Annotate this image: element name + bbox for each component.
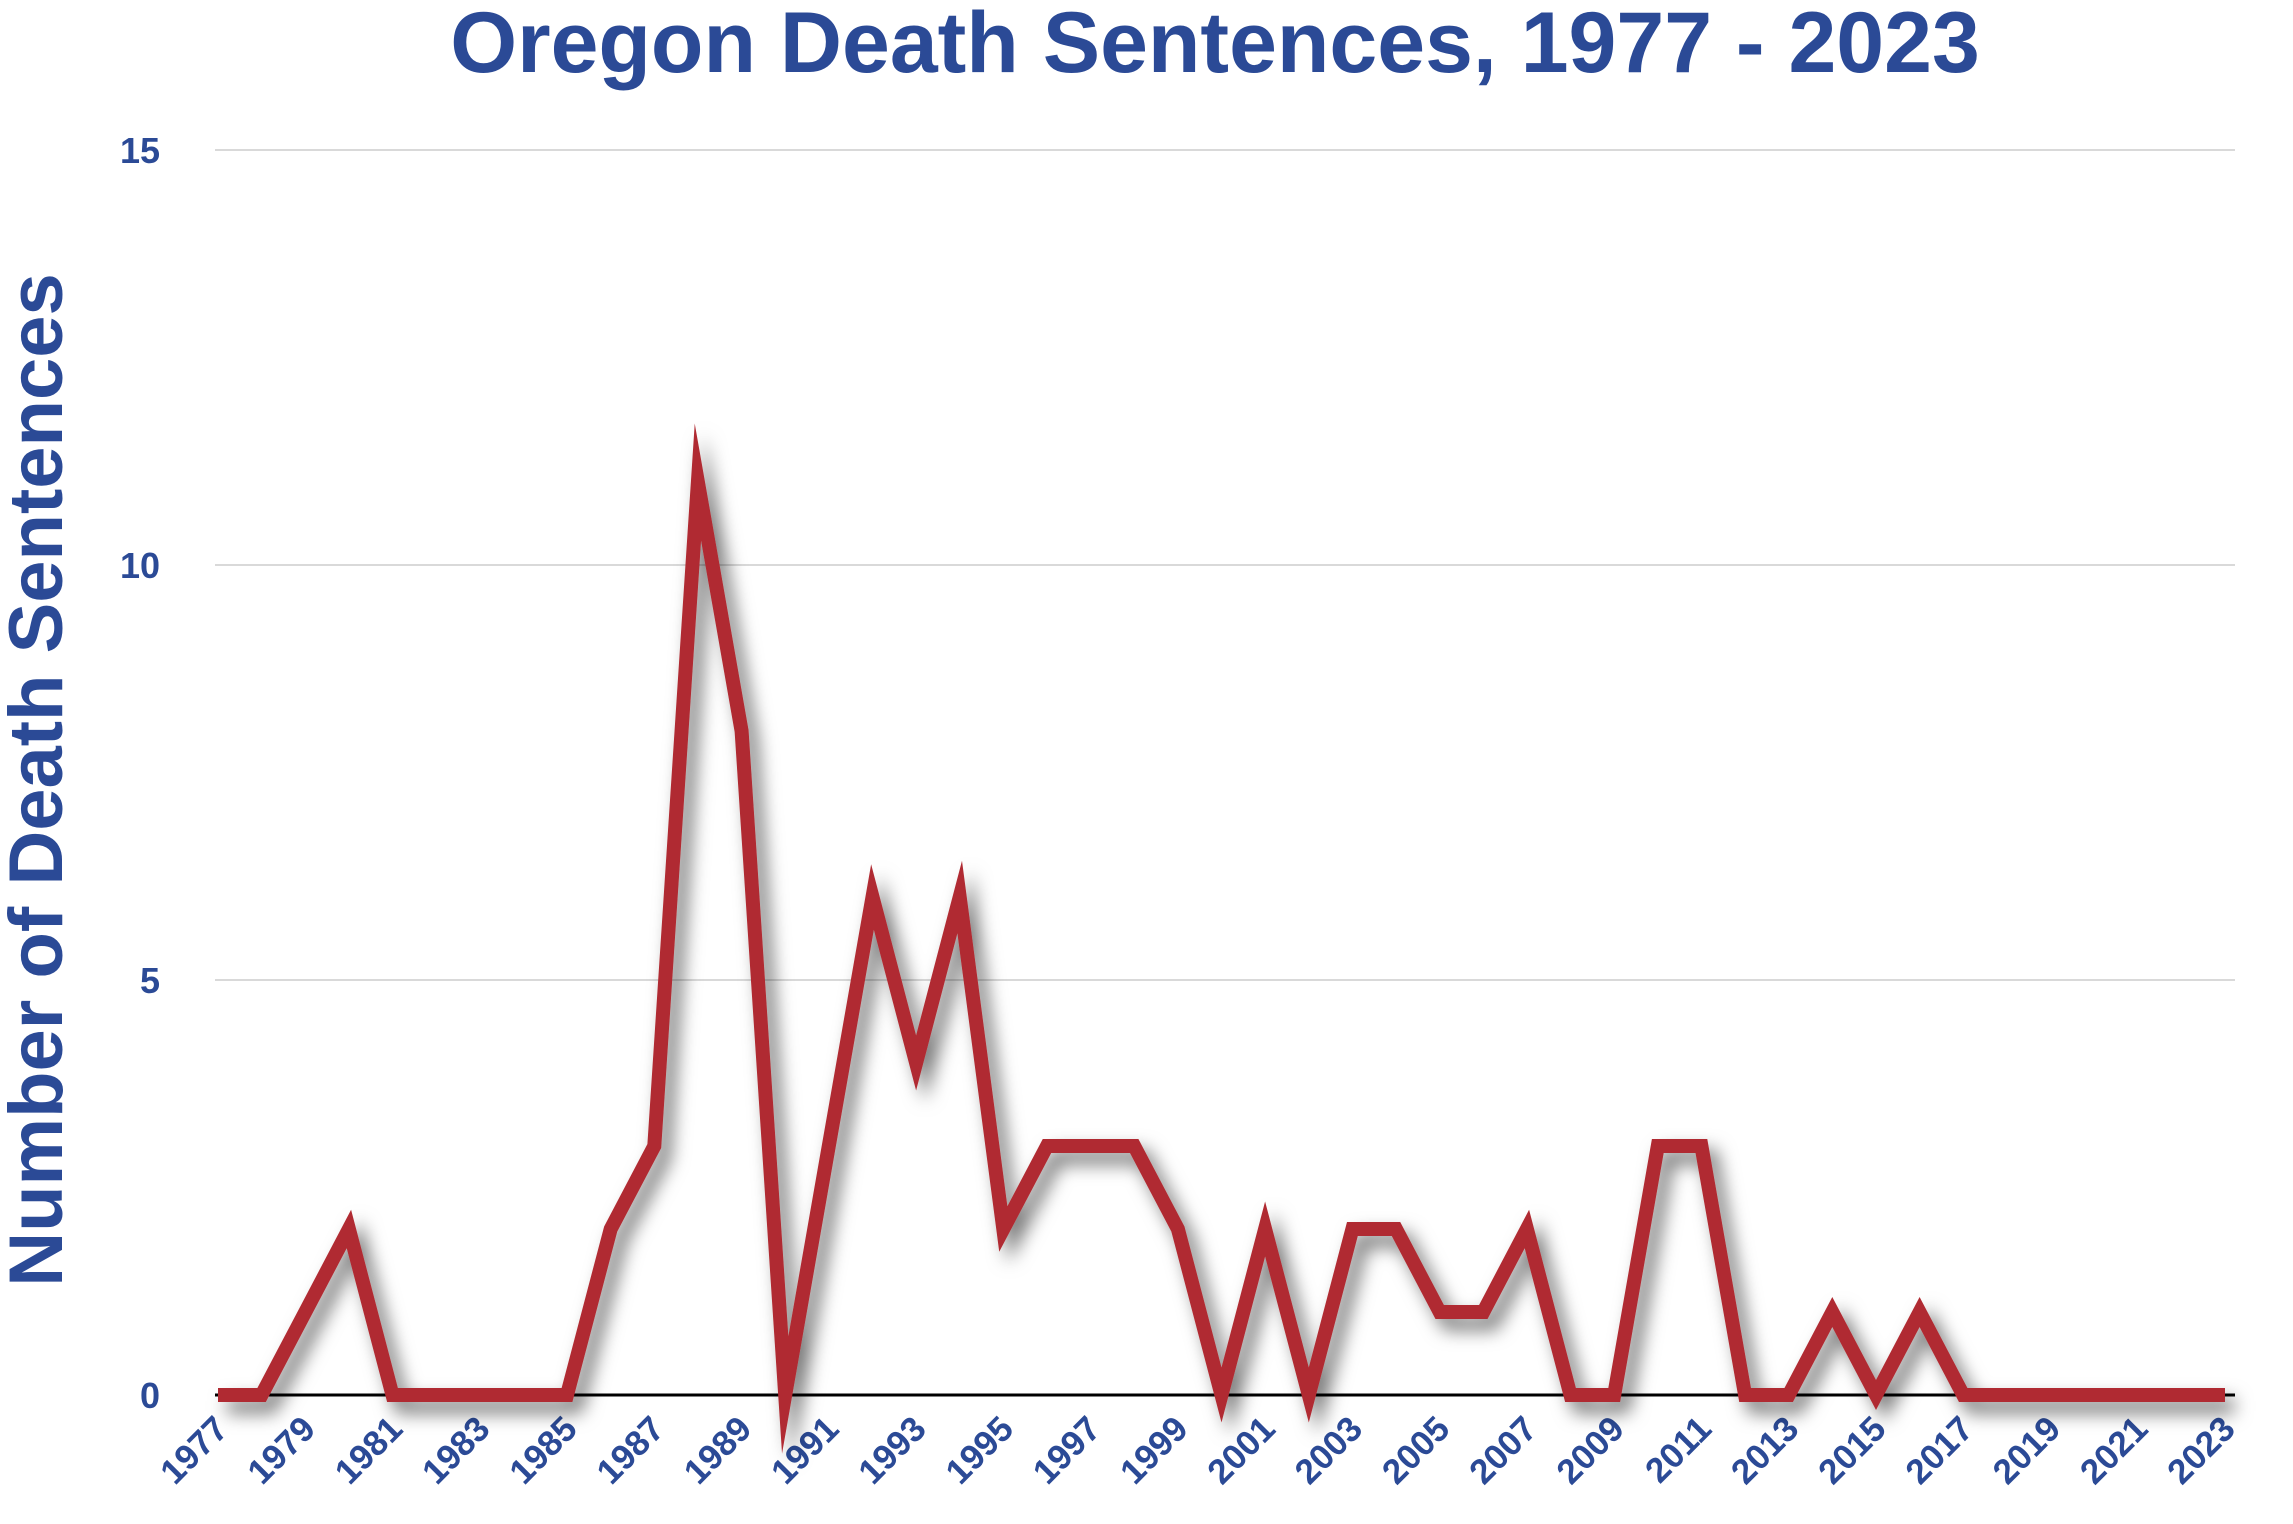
y-tick-label: 10 (120, 545, 160, 586)
y-tick-label: 0 (140, 1375, 160, 1416)
x-tick-label: 1999 (1113, 1409, 1196, 1492)
x-tick-label: 1981 (328, 1409, 411, 1492)
y-axis-label: Number of Death Sentences (0, 273, 79, 1287)
x-tick-label: 2021 (2073, 1409, 2156, 1492)
x-tick-label: 1977 (153, 1409, 236, 1492)
x-tick-label: 1995 (938, 1409, 1021, 1492)
x-tick-label: 2009 (1549, 1409, 1632, 1492)
x-tick-label: 2001 (1200, 1409, 1283, 1492)
x-tick-label: 2019 (1985, 1409, 2068, 1492)
x-tick-label: 2003 (1287, 1409, 1370, 1492)
x-tick-label: 2011 (1638, 1409, 1719, 1490)
x-tick-label: 1979 (240, 1409, 323, 1492)
chart-title: Oregon Death Sentences, 1977 - 2023 (450, 0, 1980, 91)
x-tick-label: 1985 (502, 1409, 585, 1492)
y-axis-ticks: 0 5 10 15 (120, 130, 160, 1416)
x-tick-label: 2005 (1375, 1409, 1458, 1492)
x-tick-label: 2007 (1462, 1409, 1545, 1492)
series-layer (218, 423, 2225, 1454)
x-tick-label: 1997 (1026, 1409, 1109, 1492)
x-axis-ticks: 1977 1979 1981 1983 1985 1987 1989 1991 1993 1995… (153, 1409, 2243, 1492)
x-tick-label: 2017 (1898, 1409, 1981, 1492)
x-tick-label: 2013 (1724, 1409, 1807, 1492)
series-line (218, 423, 2225, 1454)
y-tick-label: 5 (140, 960, 160, 1001)
y-tick-label: 15 (120, 130, 160, 171)
x-tick-label: 1983 (415, 1409, 498, 1492)
x-tick-label: 1991 (764, 1409, 847, 1492)
x-tick-label: 1989 (677, 1409, 760, 1492)
x-tick-label: 2023 (2160, 1409, 2243, 1492)
gridlines (215, 149, 2235, 1397)
x-tick-label: 1987 (589, 1409, 672, 1492)
x-tick-label: 2015 (1811, 1409, 1894, 1492)
x-tick-label: 1993 (851, 1409, 934, 1492)
